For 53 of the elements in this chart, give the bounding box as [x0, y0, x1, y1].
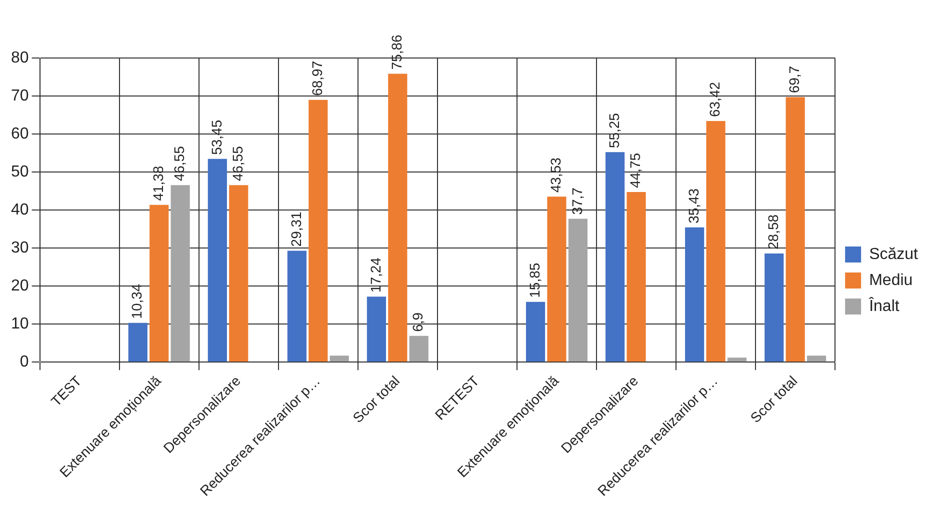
bar	[409, 336, 428, 362]
data-label: 46,55	[229, 146, 246, 182]
bar	[706, 121, 726, 362]
data-label: 37,7	[568, 187, 585, 215]
y-tick-label: 0	[20, 354, 29, 371]
bar	[330, 356, 349, 362]
data-label: 29,31	[288, 211, 304, 247]
bar	[170, 185, 190, 362]
bar	[366, 296, 386, 362]
legend-label: Înalt	[868, 296, 900, 315]
bar	[547, 196, 566, 362]
data-label: 55,25	[606, 112, 622, 148]
legend-label: Scăzut	[869, 246, 919, 263]
legend-label: Mediu	[869, 272, 913, 289]
bar	[806, 356, 826, 362]
bar	[128, 322, 148, 362]
y-tick-label: 30	[11, 239, 29, 256]
y-tick-label: 70	[11, 87, 29, 104]
data-label: 46,55	[171, 146, 188, 182]
data-label: 10,34	[128, 284, 145, 319]
y-tick-label: 60	[11, 125, 29, 142]
data-label: 63,42	[706, 82, 723, 118]
data-label: 53,45	[208, 120, 224, 155]
bar	[208, 158, 227, 362]
bar	[526, 302, 546, 362]
data-label: 35,43	[685, 188, 702, 224]
data-label: 17,24	[367, 257, 384, 293]
data-label: 41,38	[150, 166, 166, 201]
bar	[568, 218, 588, 362]
data-label: 6,9	[410, 312, 426, 332]
data-label: 69,7	[786, 66, 802, 94]
data-label: 15,85	[526, 262, 542, 298]
bar	[727, 358, 747, 362]
bar	[786, 97, 805, 362]
y-tick-label: 40	[11, 201, 29, 218]
bar	[150, 204, 169, 362]
data-label: 28,58	[764, 214, 781, 250]
bar	[287, 250, 306, 362]
bar	[308, 100, 328, 362]
y-tick-label: 50	[11, 163, 29, 180]
bar	[685, 227, 704, 362]
y-tick-label: 20	[11, 278, 29, 294]
data-label: 44,75	[627, 152, 644, 188]
data-label: 75,86	[388, 34, 405, 70]
bar	[606, 152, 625, 362]
y-tick-label: 80	[11, 49, 29, 66]
bar	[626, 192, 646, 362]
bar	[388, 74, 408, 362]
data-label: 68,97	[309, 60, 326, 96]
y-tick-label: 10	[11, 316, 29, 333]
bar	[229, 185, 248, 362]
data-label: 43,53	[548, 157, 564, 193]
bar	[764, 253, 784, 362]
